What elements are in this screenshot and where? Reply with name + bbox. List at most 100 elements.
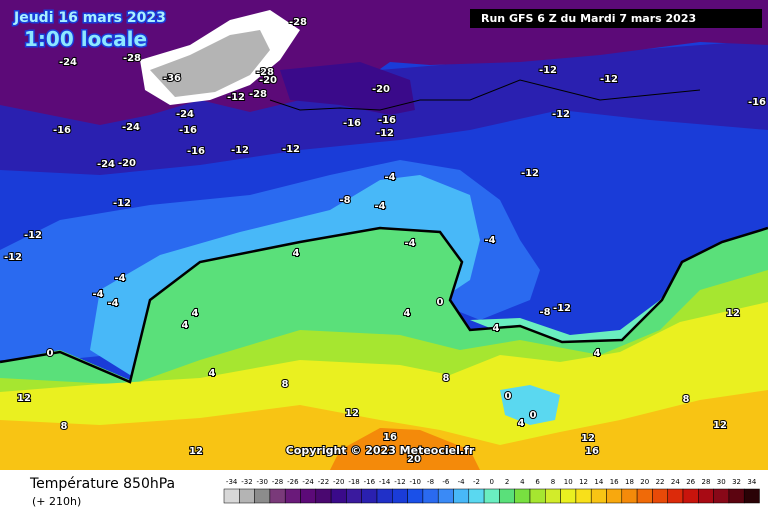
contour-label: -16: [179, 125, 197, 136]
contour-label: 4: [493, 323, 500, 334]
contour-label: 8: [282, 379, 289, 390]
scale-label: -32: [241, 478, 252, 486]
contour-label: -4: [92, 289, 103, 300]
contour-label: 4: [404, 308, 411, 319]
scale-swatch: [315, 488, 332, 504]
contour-label: -12: [4, 252, 22, 263]
contour-label: -28: [289, 17, 307, 28]
scale-swatch: [483, 488, 500, 504]
contour-label: -24: [176, 109, 194, 120]
scale-swatch: [560, 488, 577, 504]
contour-label: -12: [282, 144, 300, 155]
contour-label: 4: [293, 248, 300, 259]
contour-label: 0: [530, 410, 537, 421]
scale-label: -2: [473, 478, 480, 486]
forecast-time: 1:00 locale: [24, 27, 147, 51]
scale-swatch: [636, 488, 653, 504]
contour-label: -24: [59, 57, 77, 68]
contour-label: -36: [163, 73, 181, 84]
scale-label: 30: [717, 478, 726, 486]
scale-swatch: [698, 488, 714, 504]
scale-label: 6: [535, 478, 540, 486]
scale-label: 22: [656, 478, 665, 486]
run-info: Run GFS 6 Z du Mardi 7 mars 2023: [481, 12, 696, 25]
contour-label: 4: [518, 418, 525, 429]
scale-swatch: [590, 488, 607, 504]
contour-label: 4: [182, 320, 189, 331]
run-box: [470, 9, 762, 28]
contour-label: -20: [259, 75, 277, 86]
contour-label: -12: [113, 198, 131, 209]
contour-label: -16: [748, 97, 766, 108]
scale-label: 24: [671, 478, 680, 486]
scale-label: -4: [458, 478, 466, 486]
scale-label: 32: [732, 478, 741, 486]
contour-labels: -28-24 -28-36-28-20-12 -28 -20-24-16-24-16-…: [3, 16, 767, 466]
contour-label: -4: [374, 201, 385, 212]
contour-label: -8: [339, 195, 350, 206]
scale-label: 4: [520, 478, 525, 486]
scale-label: -14: [379, 478, 391, 486]
scale-label: 18: [625, 478, 634, 486]
scale-swatch: [499, 488, 515, 504]
scale-swatch: [269, 488, 286, 504]
scale-swatch: [652, 488, 668, 504]
contour-label: -16: [187, 146, 205, 157]
scale-label: 10: [564, 478, 573, 486]
contour-label: 0: [47, 348, 54, 359]
contour-label: -12: [521, 168, 539, 179]
scale-swatch: [529, 488, 546, 504]
scale-label: -26: [287, 478, 299, 486]
contour-label: -28: [123, 53, 141, 64]
scale-label: -34: [226, 478, 238, 486]
scale-swatch: [468, 488, 485, 504]
contour-label: -12: [600, 74, 618, 85]
contour-label: -4: [114, 273, 125, 284]
scale-swatch: [223, 488, 240, 504]
scale-swatch: [545, 488, 561, 504]
scale-label: -6: [442, 478, 450, 486]
contour-label: 12: [345, 408, 359, 419]
scale-label: 34: [747, 478, 756, 486]
footer-title: Température 850hPa: [29, 476, 175, 492]
scale-label: -22: [318, 478, 329, 486]
contour-label: -16: [343, 118, 361, 129]
contour-label: 12: [713, 420, 727, 431]
scale-swatch: [575, 488, 592, 504]
scale-swatch: [667, 488, 684, 504]
contour-label: -12: [553, 303, 571, 314]
scale-label: -12: [394, 478, 405, 486]
scale-label: -8: [427, 478, 434, 486]
scale-swatch: [376, 488, 393, 504]
scale-swatch: [300, 488, 317, 504]
contour-label: -12: [539, 65, 557, 76]
scale-swatch: [621, 488, 638, 504]
scale-swatch: [743, 488, 760, 504]
scale-swatch: [392, 488, 408, 504]
copyright: Copyright © 2023 Meteociel.fr: [286, 444, 475, 457]
contour-label: -16: [53, 125, 71, 136]
temperature-field: [0, 0, 768, 470]
scale-swatch: [361, 488, 378, 504]
scale-label: -28: [272, 478, 283, 486]
contour-label: 20: [407, 454, 421, 465]
scale-label: 8: [551, 478, 555, 486]
color-scale: -34 -32 -30 -28 -26 -24 -22 -20 -18 -16 -14 -12 -10-…: [223, 478, 760, 504]
contour-label: -28: [249, 89, 267, 100]
contour-label: -16: [378, 115, 396, 126]
scale-swatch: [284, 488, 301, 504]
contour-label: -24: [122, 122, 140, 133]
scale-label: -10: [410, 478, 421, 486]
scale-swatch: [453, 488, 470, 504]
scale-swatch: [713, 488, 730, 504]
scale-label: 16: [610, 478, 619, 486]
scale-label: 14: [594, 478, 603, 486]
contour-label: 0: [437, 297, 444, 308]
scale-label: 20: [640, 478, 649, 486]
contour-label: 4: [209, 368, 216, 379]
scale-swatch: [437, 488, 454, 504]
contour-label: -12: [24, 230, 42, 241]
scale-swatch: [254, 488, 271, 504]
contour-label: 8: [443, 373, 450, 384]
